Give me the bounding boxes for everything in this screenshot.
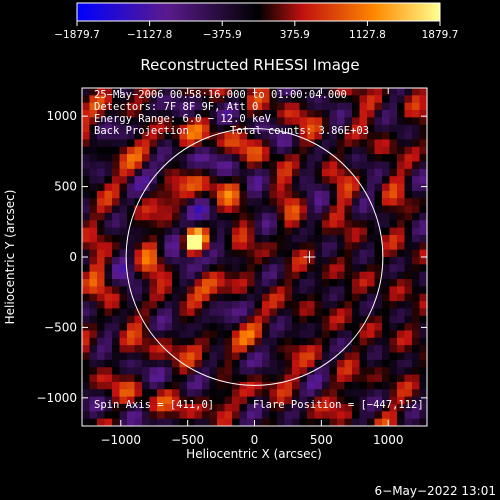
solar-limb-circle [125, 128, 384, 386]
heatmap-image [82, 88, 427, 426]
x-tick-label: −1000 [100, 433, 141, 447]
x-tick-label: −500 [171, 433, 204, 447]
colorbar: −1879.7 −1127.8 −375.9 375.9 1127.8 1879.7 [54, 2, 458, 41]
footer-timestamp: 6−May−2022 13:01 [375, 484, 497, 498]
annotation-detectors: Detectors: 7F 8F 9F, Att 0 [94, 101, 258, 113]
colorbar-tick-label: 1879.7 [422, 29, 459, 41]
colorbar-tick-label: 375.9 [280, 29, 310, 41]
annotation-time: 25−May−2006 00:58:16.000 to 01:00:04.000 [94, 89, 347, 101]
colorbar-gradient [76, 2, 441, 22]
annotation-spin-axis: Spin Axis = [411,0] [94, 399, 214, 411]
spin-axis-marker [303, 251, 316, 263]
chart-title: Reconstructed RHESSI Image [140, 56, 359, 74]
colorbar-ticks: −1879.7 −1127.8 −375.9 375.9 1127.8 1879.7 [54, 21, 458, 41]
annotation-energy: Energy Range: 6.0 − 12.0 keV [94, 113, 272, 125]
y-tick-label: −500 [44, 320, 77, 334]
x-tick-label: 500 [310, 433, 333, 447]
y-tick-label: 500 [54, 180, 77, 194]
x-tick-label: 1000 [373, 433, 404, 447]
annotation-block: 25−May−2006 00:58:16.000 to 01:00:04.000… [94, 89, 424, 411]
colorbar-tick-label: −1127.8 [127, 29, 173, 41]
annotation-method: Back Projection [94, 125, 189, 137]
colorbar-tick-label: 1127.8 [349, 29, 386, 41]
y-axis-label: Heliocentric Y (arcsec) [3, 190, 17, 325]
x-tick-label: 0 [251, 433, 259, 447]
y-tick-label: −1000 [36, 391, 77, 405]
annotation-flare-position: Flare Position = [−447,112] [253, 399, 424, 411]
y-tick-label: 0 [69, 250, 77, 264]
x-axis-label: Heliocentric X (arcsec) [186, 447, 322, 461]
colorbar-tick-label: −375.9 [203, 29, 242, 41]
annotation-counts: Total counts: 3.86E+03 [230, 125, 369, 137]
y-tick-label: 1000 [46, 109, 77, 123]
axis-ticks: −1000 −500 0 500 1000 −1000 −500 0 500 1000 [36, 88, 427, 447]
colorbar-tick-label: −1879.7 [54, 29, 100, 41]
